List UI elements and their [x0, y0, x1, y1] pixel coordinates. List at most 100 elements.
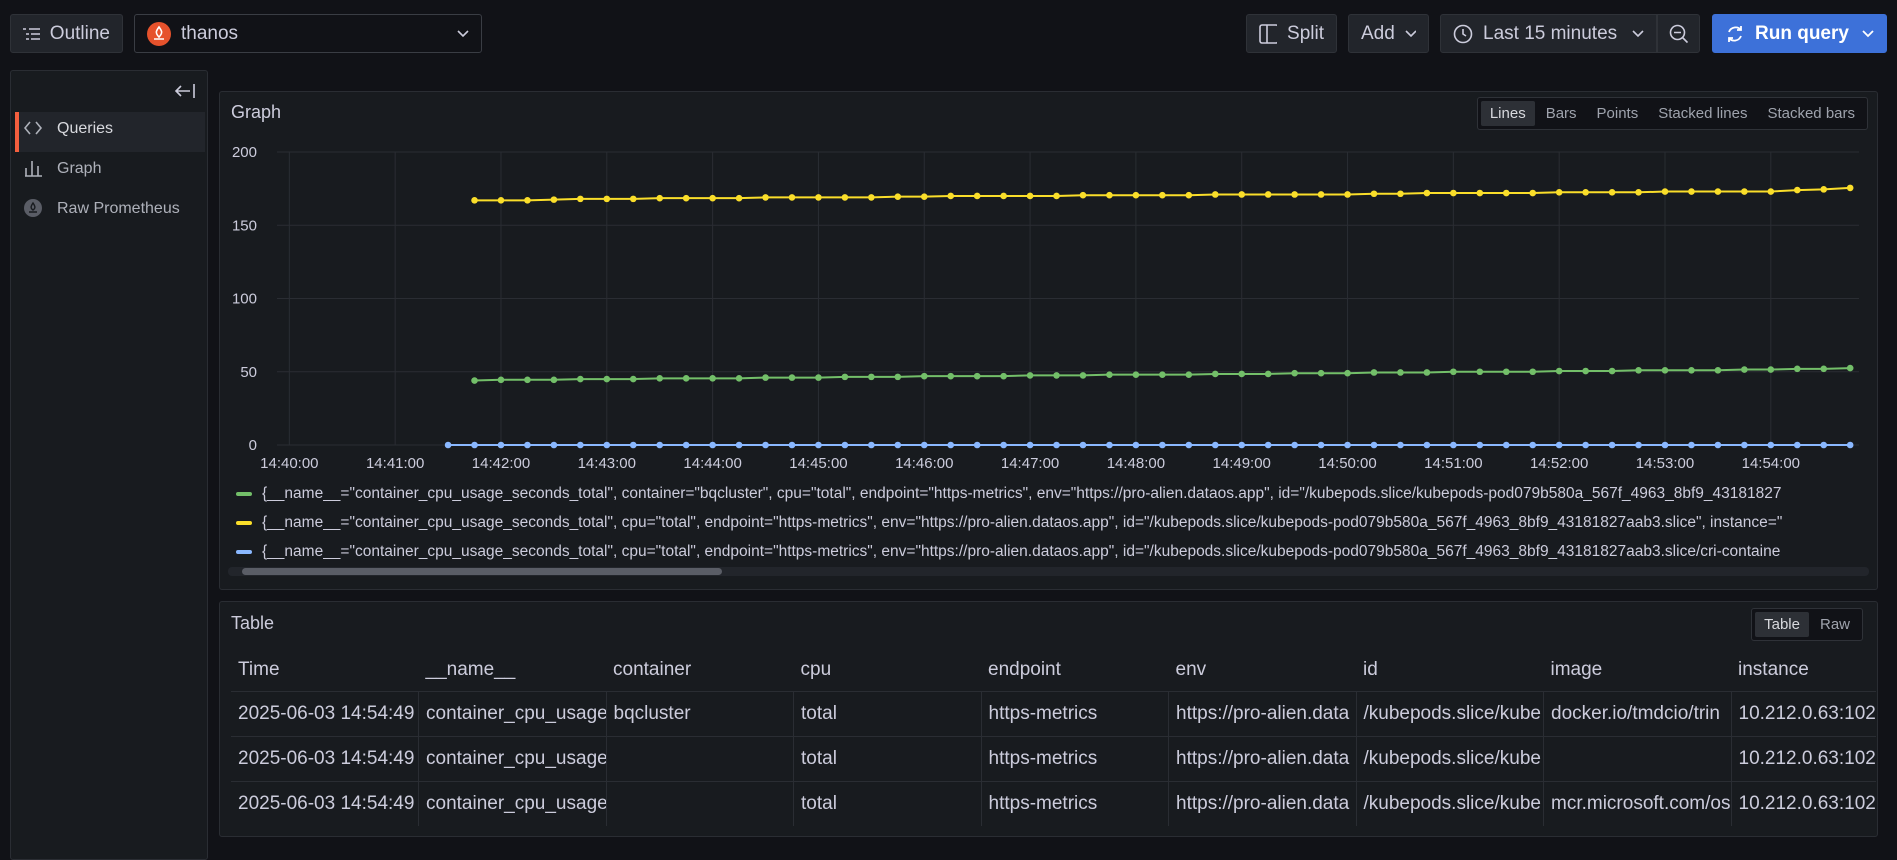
table-cell: total	[794, 736, 982, 781]
table-cell: https://pro-alien.data	[1169, 691, 1357, 736]
add-button[interactable]: Add	[1348, 14, 1429, 53]
zoom-icon	[1669, 24, 1688, 44]
sidebar-item[interactable]: Graph	[24, 159, 101, 178]
time-picker[interactable]: Last 15 minutes	[1440, 14, 1657, 53]
sidebar-item[interactable]: Raw Prometheus	[24, 199, 180, 218]
column-header[interactable]: cpu	[794, 649, 982, 691]
data-point	[1027, 193, 1034, 200]
data-point	[868, 194, 875, 201]
x-tick-label: 14:49:00	[1213, 455, 1271, 472]
column-header[interactable]: endpoint	[981, 649, 1169, 691]
data-point	[1318, 191, 1325, 198]
column-header[interactable]: instance	[1731, 649, 1876, 691]
refresh-icon	[1725, 24, 1745, 44]
table-cell: https-metrics	[981, 691, 1169, 736]
data-point	[1820, 442, 1827, 449]
data-point	[604, 196, 611, 203]
data-point	[1397, 442, 1404, 449]
table-cell: container_cpu_usage_	[419, 781, 607, 826]
x-tick-label: 14:45:00	[789, 455, 847, 472]
y-tick-label: 0	[249, 437, 257, 454]
data-point	[1529, 190, 1536, 197]
data-point	[709, 195, 716, 202]
data-point	[683, 442, 690, 449]
sidebar-icon	[24, 159, 43, 178]
x-tick-label: 14:54:00	[1742, 455, 1800, 472]
data-point	[1715, 188, 1722, 195]
datasource-icon	[147, 22, 171, 46]
data-point	[577, 442, 584, 449]
data-point	[1424, 190, 1431, 197]
time-range: Last 15 minutes	[1483, 23, 1622, 45]
zoom-out-button[interactable]	[1657, 14, 1700, 53]
data-point	[604, 442, 611, 449]
x-tick-label: 14:42:00	[472, 455, 530, 472]
y-tick-label: 50	[240, 364, 257, 381]
data-point	[683, 375, 690, 382]
data-point	[1662, 442, 1669, 449]
legend-item[interactable]: {__name__="container_cpu_usage_seconds_t…	[236, 514, 1782, 532]
data-point	[868, 374, 875, 381]
split-button[interactable]: Split	[1246, 14, 1337, 53]
table-mode-switch: TableRaw	[1751, 608, 1863, 641]
data-point	[1688, 188, 1695, 195]
data-point	[1053, 442, 1060, 449]
data-point	[1741, 366, 1748, 373]
column-header[interactable]: id	[1356, 649, 1544, 691]
data-point	[551, 377, 558, 384]
column-header[interactable]: __name__	[419, 649, 607, 691]
data-point	[789, 374, 796, 381]
data-point	[1635, 367, 1642, 374]
table-row: 2025-06-03 14:54:49container_cpu_usage_ t…	[231, 781, 1876, 826]
datasource-picker[interactable]: thanos	[134, 14, 482, 53]
data-point	[1477, 368, 1484, 375]
column-header[interactable]: container	[606, 649, 794, 691]
table-cell: 2025-06-03 14:54:49	[231, 781, 419, 826]
data-point	[1768, 188, 1775, 195]
run-query-button[interactable]: Run query	[1712, 14, 1887, 53]
run-query-label: Run query	[1755, 23, 1852, 45]
table-cell: /kubepods.slice/kube	[1356, 736, 1544, 781]
data-point	[1053, 193, 1060, 200]
sidebar-label: Graph	[57, 160, 101, 178]
data-point	[1768, 442, 1775, 449]
data-point	[842, 194, 849, 201]
outline-label: Outline	[50, 23, 110, 45]
legend-label: {__name__="container_cpu_usage_seconds_t…	[262, 485, 1781, 503]
sidebar-item[interactable]: Queries	[24, 119, 113, 138]
column-header[interactable]: image	[1544, 649, 1732, 691]
data-point	[1212, 191, 1219, 198]
legend-item[interactable]: {__name__="container_cpu_usage_seconds_t…	[236, 485, 1781, 503]
x-tick-label: 14:48:00	[1107, 455, 1165, 472]
data-point	[736, 195, 743, 202]
data-point	[1715, 442, 1722, 449]
mode-option[interactable]: Raw	[1811, 612, 1859, 637]
data-point	[1794, 187, 1801, 194]
data-point	[1741, 188, 1748, 195]
mode-option[interactable]: Table	[1755, 612, 1809, 637]
data-point	[1344, 370, 1351, 377]
data-point	[604, 376, 611, 383]
legend-item[interactable]: {__name__="container_cpu_usage_seconds_t…	[236, 543, 1780, 561]
data-point	[1159, 192, 1166, 199]
data-point	[471, 377, 478, 384]
data-point	[815, 442, 822, 449]
data-point	[1080, 192, 1087, 199]
data-point	[789, 442, 796, 449]
outline-button[interactable]: Outline	[10, 14, 123, 53]
data-point	[1106, 192, 1113, 199]
table-cell: total	[794, 781, 982, 826]
data-point	[1133, 192, 1140, 199]
collapse-icon[interactable]	[174, 83, 196, 99]
table-cell: /kubepods.slice/kube	[1356, 691, 1544, 736]
data-point	[1847, 365, 1854, 372]
data-point	[1424, 442, 1431, 449]
column-header[interactable]: env	[1169, 649, 1357, 691]
column-header[interactable]: Time	[231, 649, 419, 691]
data-point	[842, 374, 849, 381]
scrollbar-thumb[interactable]	[242, 568, 722, 575]
data-point	[524, 377, 531, 384]
data-point	[815, 194, 822, 201]
table-cell	[1544, 736, 1732, 781]
data-point	[1291, 370, 1298, 377]
